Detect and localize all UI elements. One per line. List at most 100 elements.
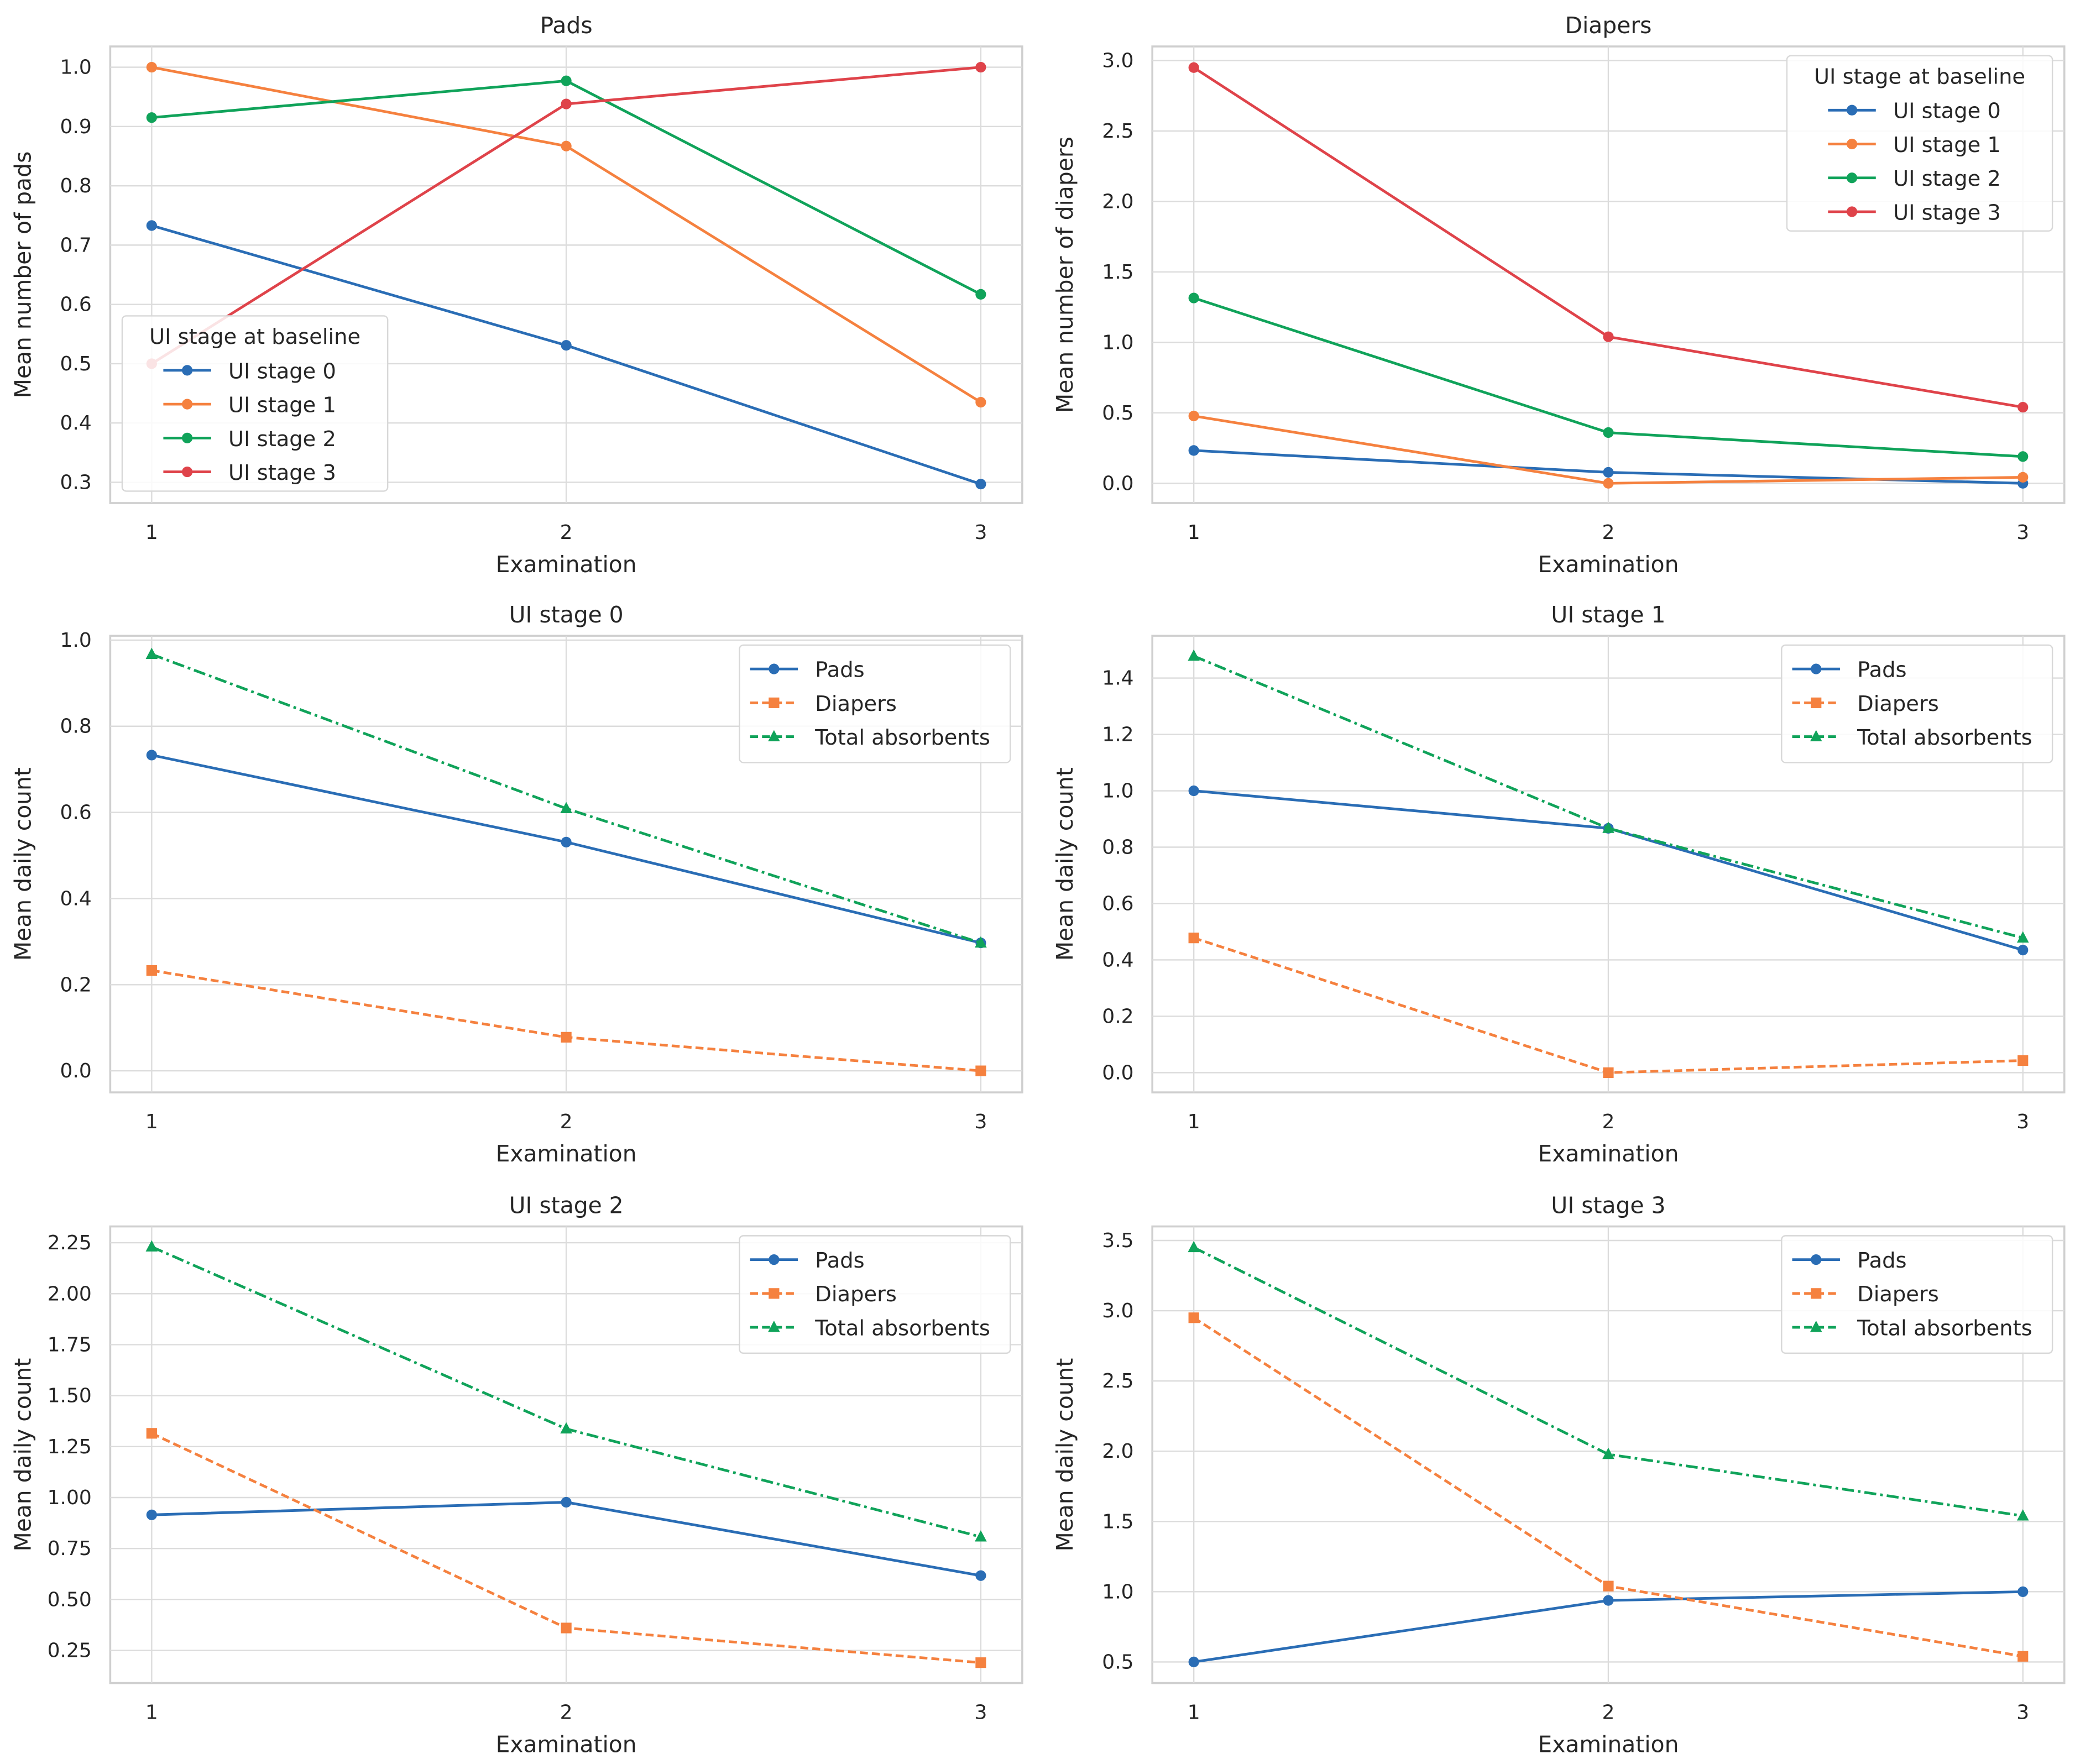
y-axis-label: Mean number of diapers	[1052, 137, 1078, 413]
legend-frame	[739, 1235, 1011, 1354]
x-tick-label: 1	[145, 1701, 158, 1724]
subplot-title: UI stage 3	[1551, 1192, 1665, 1219]
legend-frame	[121, 315, 389, 492]
legend-frame	[1786, 55, 2053, 232]
x-tick-label: 1	[1188, 1111, 1200, 1133]
series-line-total-absorbents	[151, 653, 981, 944]
subplot-title: UI stage 2	[509, 1192, 624, 1219]
data-point	[2017, 944, 2029, 956]
legend-marker	[182, 466, 193, 478]
legend-entry: Pads	[1857, 658, 1906, 683]
legend-marker	[182, 399, 193, 410]
legend-marker	[769, 697, 780, 708]
y-tick-label: 1.0	[60, 629, 91, 652]
legend-entry: Pads	[815, 1248, 864, 1273]
x-axis-label: Examination	[496, 1140, 637, 1167]
y-axis-label: Mean daily count	[9, 767, 36, 961]
y-tick-label: 3.0	[1102, 1300, 1133, 1322]
subplot-title: Diapers	[1565, 12, 1652, 39]
data-point	[975, 61, 986, 73]
data-point	[561, 98, 572, 109]
y-axis-label: Mean daily count	[1052, 767, 1078, 961]
y-tick-label: 0.2	[1102, 1005, 1133, 1028]
legend-marker	[1810, 1321, 1822, 1332]
y-tick-label: 1.5	[1102, 261, 1133, 284]
y-tick-label: 0.8	[60, 175, 91, 197]
y-tick-label: 0.4	[60, 887, 91, 910]
y-tick-label: 2.5	[1102, 1370, 1133, 1393]
x-tick-label: 3	[2016, 521, 2029, 544]
legend-marker	[768, 1321, 780, 1332]
x-tick-label: 2	[560, 521, 573, 544]
data-point	[975, 1657, 986, 1668]
data-point	[975, 1065, 986, 1076]
y-tick-label: 0.0	[1102, 1061, 1133, 1084]
legend-entry: Diapers	[815, 1282, 897, 1307]
data-point	[1603, 1595, 1614, 1606]
x-tick-label: 2	[560, 1701, 573, 1724]
legend-marker	[769, 1254, 780, 1265]
legend-marker	[1811, 1254, 1822, 1265]
y-tick-label: 0.0	[60, 1060, 91, 1082]
legend-marker	[769, 663, 780, 674]
y-tick-label: 2.00	[48, 1283, 92, 1305]
y-tick-label: 1.0	[1102, 1580, 1133, 1603]
y-tick-label: 0.4	[60, 412, 91, 435]
y-tick-label: 0.6	[60, 802, 91, 824]
y-tick-label: 1.25	[48, 1436, 92, 1458]
data-point	[2017, 451, 2029, 462]
subplot-3: 0.0 0.2 0.4 0.6 0.8 1.0 1 2 3 UI stage 0 Examinati…	[9, 601, 1023, 1167]
legend-entry: Total absorbents	[814, 1316, 990, 1341]
legend-marker	[1846, 172, 1858, 184]
x-tick-label: 3	[974, 1111, 987, 1133]
y-tick-label: 0.0	[1102, 472, 1133, 495]
x-tick-label: 1	[145, 1111, 158, 1133]
y-tick-label: 3.5	[1102, 1229, 1133, 1252]
legend: UI stage at baseline UI stage 0 UI stage 1…	[1786, 55, 2053, 232]
y-tick-label: 0.6	[60, 294, 91, 316]
legend-entry: Pads	[815, 658, 864, 683]
data-point	[560, 802, 572, 813]
y-tick-label: 0.5	[1102, 1651, 1133, 1673]
legend-title: UI stage at baseline	[1814, 64, 2025, 89]
y-tick-label: 1.75	[48, 1333, 92, 1356]
data-point	[1188, 933, 1199, 944]
x-axis-label: Examination	[1538, 1731, 1679, 1757]
y-tick-label: 0.5	[60, 353, 91, 375]
data-point	[145, 647, 158, 659]
legend-entry: Pads	[1857, 1248, 1906, 1273]
data-point	[1188, 1240, 1200, 1253]
y-tick-label: 0.3	[60, 471, 91, 494]
y-tick-label: 0.4	[1102, 949, 1133, 971]
legend-title: UI stage at baseline	[149, 324, 360, 349]
x-axis-label: Examination	[1538, 1140, 1679, 1167]
data-point	[146, 1428, 157, 1439]
subplot-1: 0.3 0.4 0.5 0.6 0.7 0.8 0.9 1.0 1 2 3 Pads Examinati…	[9, 12, 1023, 578]
y-tick-label: 0.50	[48, 1588, 92, 1611]
legend-marker	[1846, 138, 1858, 150]
y-axis-label: Mean daily count	[9, 1358, 36, 1552]
y-tick-label: 2.25	[48, 1232, 92, 1254]
y-tick-label: 0.2	[60, 973, 91, 996]
data-point	[146, 61, 157, 73]
subplot-4: 0.0 0.2 0.4 0.6 0.8 1.0 1.2 1.4 1 2 3 UI stage 1 Exa…	[1052, 601, 2066, 1167]
y-tick-label: 0.5	[1102, 402, 1133, 425]
data-point	[1603, 1067, 1614, 1078]
data-point	[561, 75, 572, 86]
data-point	[2016, 1509, 2029, 1521]
y-tick-label: 2.0	[1102, 190, 1133, 213]
x-tick-label: 2	[1602, 1701, 1615, 1724]
y-tick-label: 1.5	[1102, 1510, 1133, 1533]
legend-marker	[768, 730, 780, 741]
y-axis-label: Mean daily count	[1052, 1358, 1078, 1552]
data-point	[1188, 410, 1199, 422]
y-tick-label: 2.0	[1102, 1440, 1133, 1463]
x-tick-label: 3	[974, 1701, 987, 1724]
legend-marker	[182, 365, 193, 376]
y-tick-label: 1.2	[1102, 724, 1133, 746]
data-point	[1603, 1580, 1614, 1592]
data-point	[2017, 1651, 2029, 1662]
legend: Pads Diapers Total absorbents	[739, 644, 1011, 763]
legend: Pads Diapers Total absorbents	[739, 1235, 1011, 1354]
